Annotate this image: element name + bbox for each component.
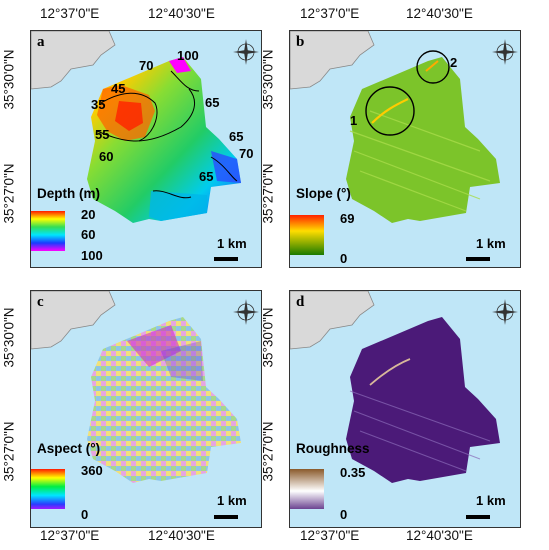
legend-value-min: 0: [340, 507, 348, 522]
land-area: [31, 31, 116, 90]
lat-label-3: 35°30'0"N: [1, 307, 17, 368]
panel-letter: d: [296, 294, 305, 310]
lat-label-5: 35°30'0"N: [260, 49, 276, 110]
land-area: [290, 291, 375, 350]
lon-label-top-1: 12°37'0"E: [40, 6, 100, 21]
lat-label-8: 35°27'0"N: [260, 421, 276, 482]
legend-title: Aspect (°): [37, 441, 101, 456]
panel-aspect-map: c Aspect (°) 360 0 1 km: [30, 290, 262, 528]
legend-value-min: 100: [81, 248, 103, 263]
depth-map-graphic: [31, 31, 241, 223]
survey-area: [87, 317, 241, 483]
lat-label-7: 35°30'0"N: [260, 307, 276, 368]
legend-value-mid: 60: [81, 227, 96, 242]
lat-label-1: 35°30'0"N: [1, 49, 17, 110]
survey-area: [346, 57, 500, 223]
legend-value-min: 0: [81, 507, 89, 522]
contour-label: 45: [111, 81, 126, 96]
contour-label: 65: [229, 129, 244, 144]
land-area: [31, 291, 116, 350]
survey-area: [346, 317, 500, 483]
panel-depth-map: a 100 70 45 35 65 55 60 65 70 65 Depth (…: [30, 30, 262, 268]
land-area: [290, 31, 375, 90]
scale-bar: [466, 515, 490, 519]
scale-bar-label: 1 km: [476, 493, 506, 508]
scale-bar: [214, 257, 238, 261]
scale-bar-label: 1 km: [217, 493, 247, 508]
aspect-map-graphic: [31, 291, 241, 483]
north-arrow-icon: [233, 299, 259, 325]
contour-label: 65: [199, 169, 214, 184]
legend-title: Slope (°): [296, 186, 351, 201]
legend-value-max: 360: [81, 463, 103, 478]
depth-legend-bar: [31, 211, 65, 251]
lon-label-bottom-2: 12°40'30"E: [148, 528, 215, 543]
contour-label: 70: [239, 146, 254, 161]
scale-bar: [214, 515, 238, 519]
feature-label: 1: [350, 113, 358, 128]
lon-label-top-2: 12°40'30"E: [148, 6, 215, 21]
legend-title: Roughness: [296, 441, 370, 456]
legend-value-max: 0.35: [340, 465, 366, 480]
roughness-legend-bar: [290, 469, 324, 509]
legend-value-max: 20: [81, 207, 96, 222]
contour-label: 70: [139, 58, 154, 73]
legend-value-max: 69: [340, 211, 355, 226]
contour-label: 100: [177, 48, 199, 63]
lat-label-4: 35°27'0"N: [1, 421, 17, 482]
aspect-legend-bar: [31, 469, 65, 509]
lat-label-2: 35°27'0"N: [1, 163, 17, 224]
panel-letter: b: [296, 34, 305, 50]
slope-map-graphic: [290, 31, 500, 223]
panel-letter: c: [37, 294, 44, 310]
slope-legend-bar: [290, 215, 324, 255]
lon-label-bottom-1: 12°37'0"E: [40, 528, 100, 543]
legend-value-min: 0: [340, 251, 348, 266]
panel-letter: a: [37, 34, 45, 50]
lon-label-top-3: 12°37'0"E: [300, 6, 360, 21]
lon-label-bottom-4: 12°40'30"E: [406, 528, 473, 543]
scale-bar: [466, 257, 490, 261]
lon-label-bottom-3: 12°37'0"E: [300, 528, 360, 543]
north-arrow-icon: [492, 39, 518, 65]
north-arrow-icon: [233, 39, 259, 65]
contour-label: 55: [95, 127, 110, 142]
scale-bar-label: 1 km: [217, 236, 247, 251]
contour-label: 65: [205, 95, 220, 110]
panel-roughness-map: d Roughness 0.35 0 1 km: [289, 290, 521, 528]
roughness-map-graphic: [290, 291, 500, 483]
scale-bar-label: 1 km: [476, 236, 506, 251]
lat-label-6: 35°27'0"N: [260, 163, 276, 224]
north-arrow-icon: [492, 299, 518, 325]
panel-slope-map: b 1 2 Slope (°) 69 0 1 km: [289, 30, 521, 268]
contour-label: 35: [91, 97, 106, 112]
legend-title: Depth (m): [37, 186, 100, 201]
feature-label: 2: [450, 55, 458, 70]
lon-label-top-4: 12°40'30"E: [406, 6, 473, 21]
contour-label: 60: [99, 149, 114, 164]
